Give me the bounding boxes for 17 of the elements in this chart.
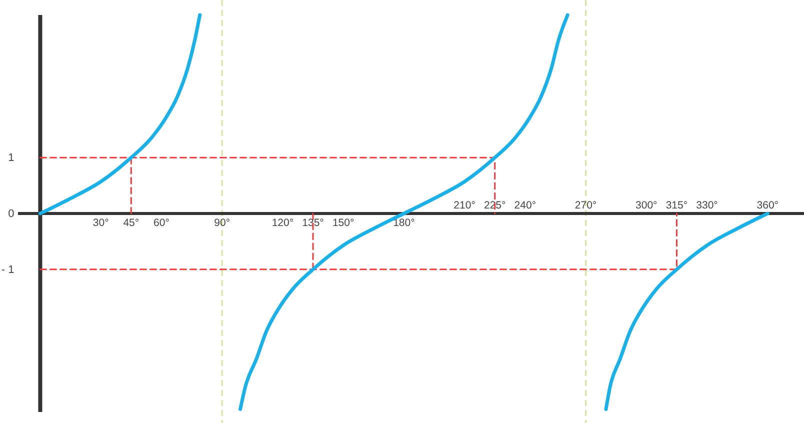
x2-tick-label: 330° xyxy=(696,200,718,212)
x2-tick-label: 270° xyxy=(574,200,597,212)
x-tick-label: 30° xyxy=(92,216,109,229)
y-tick-label: 1 xyxy=(8,152,14,164)
x2-tick-label: 315° xyxy=(666,200,688,212)
x-tick-label: 45° xyxy=(123,216,140,229)
x2-tick-label: 300° xyxy=(636,200,658,212)
x2-tick-label: 240° xyxy=(514,200,536,212)
x2-tick-label: 210° xyxy=(454,200,476,212)
x-tick-label: 120° xyxy=(272,216,294,229)
x-tick-label: 180° xyxy=(393,216,415,229)
x-tick-label: 90° xyxy=(214,216,230,229)
y-tick-label: 0 xyxy=(8,208,14,220)
y-tick-label: - 1 xyxy=(1,264,14,276)
x2-tick-label: 360° xyxy=(756,200,778,212)
x-tick-label: 150° xyxy=(332,216,354,229)
x-tick-label: 60° xyxy=(154,216,170,229)
